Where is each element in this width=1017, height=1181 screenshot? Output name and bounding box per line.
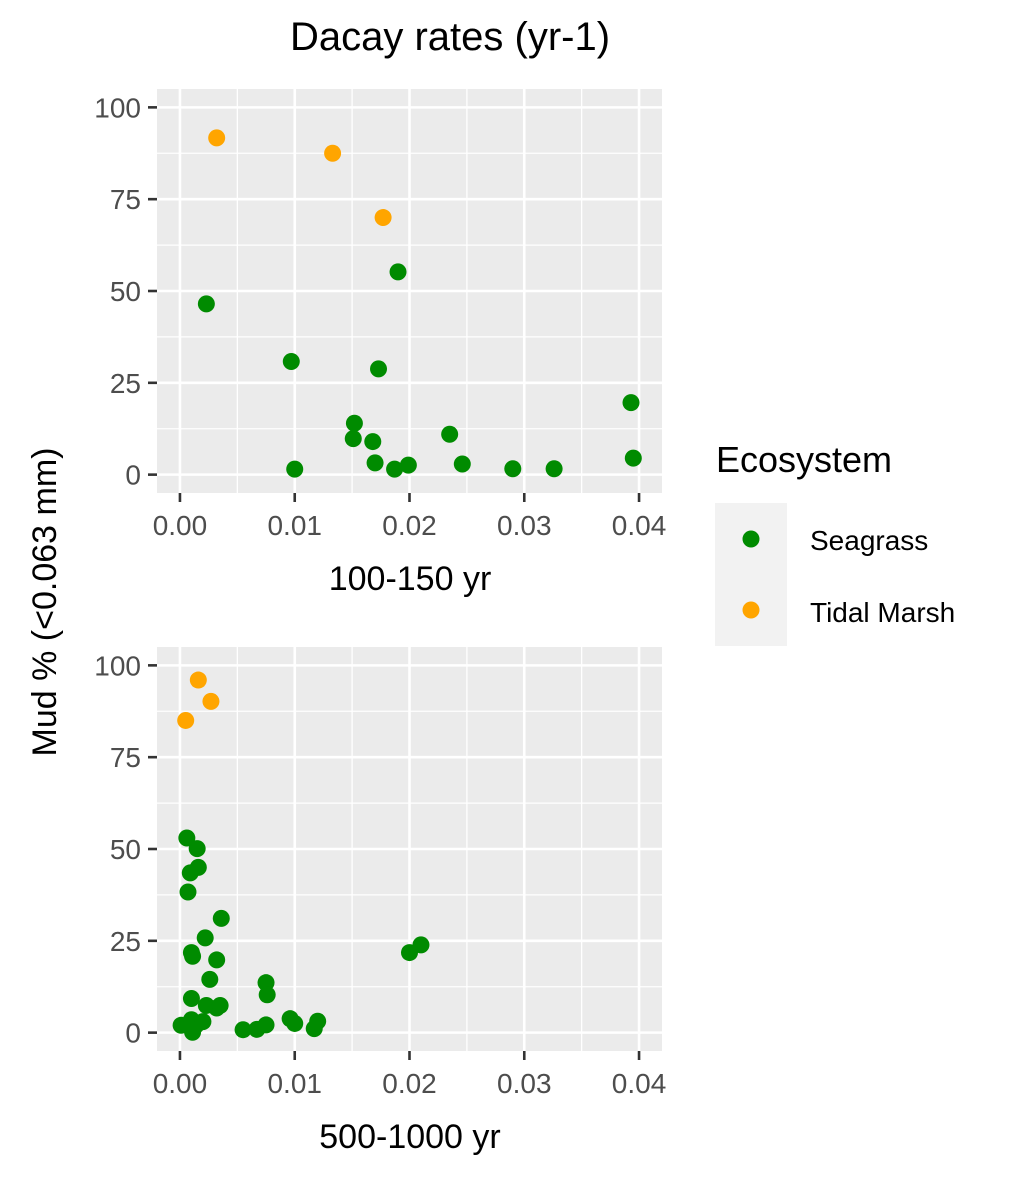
- data-point-seagrass: [366, 454, 384, 472]
- data-point-seagrass: [189, 858, 207, 876]
- x-tick-label: 0.02: [382, 510, 437, 541]
- data-point-seagrass: [370, 360, 388, 378]
- x-tick-label: 0.03: [497, 510, 552, 541]
- y-axis-title: Mud % (<0.063 mm): [26, 448, 64, 757]
- y-tick-label: 25: [110, 926, 141, 957]
- data-point-seagrass: [197, 295, 215, 313]
- data-point-seagrass: [234, 1021, 252, 1039]
- data-point-seagrass: [504, 460, 522, 478]
- panel-100-150-yr: 0.00 0.01 0.02 0.03 0.04 0 25 50 75 100: [94, 89, 666, 541]
- x-tick-label: 0.01: [267, 1068, 322, 1099]
- data-point-seagrass: [309, 1012, 327, 1030]
- data-point-seagrass: [389, 263, 407, 281]
- x-tick-label: 0.04: [612, 510, 667, 541]
- data-point-seagrass: [624, 449, 642, 467]
- data-point-seagrass: [282, 353, 300, 371]
- data-point-tidal-marsh: [202, 692, 220, 710]
- data-point-seagrass: [257, 1016, 275, 1034]
- x-axis-title-panel-1: 100-150 yr: [329, 560, 492, 598]
- y-tick-label: 100: [94, 92, 141, 123]
- y-tick-label: 50: [110, 834, 141, 865]
- data-point-seagrass: [179, 883, 197, 901]
- y-tick-label: 75: [110, 742, 141, 773]
- data-point-seagrass: [286, 1014, 304, 1032]
- data-point-seagrass: [211, 996, 229, 1014]
- x-tick-label: 0.04: [612, 1068, 667, 1099]
- legend-key-tidal-marsh: [742, 601, 760, 619]
- x-tick-label: 0.00: [153, 510, 208, 541]
- data-point-tidal-marsh: [208, 129, 226, 147]
- legend-key-seagrass: [742, 530, 760, 548]
- data-point-seagrass: [212, 909, 230, 927]
- data-point-seagrass: [178, 829, 196, 847]
- data-point-tidal-marsh: [177, 711, 195, 729]
- data-point-seagrass: [184, 947, 202, 965]
- y-tick-label: 0: [125, 460, 141, 491]
- y-tick-label: 50: [110, 276, 141, 307]
- x-tick-label: 0.03: [497, 1068, 552, 1099]
- data-point-seagrass: [208, 951, 226, 969]
- y-tick-label: 100: [94, 650, 141, 681]
- data-point-seagrass: [441, 425, 459, 443]
- panel-500-1000-yr: 0.00 0.01 0.02 0.03 0.04 0 25 50 75 100: [94, 647, 666, 1099]
- y-tick-label: 25: [110, 368, 141, 399]
- data-point-seagrass: [182, 989, 200, 1007]
- data-point-seagrass: [258, 986, 276, 1004]
- data-point-seagrass: [344, 430, 362, 448]
- y-tick-label: 0: [125, 1018, 141, 1049]
- data-point-seagrass: [196, 929, 214, 947]
- chart-title: Dacay rates (yr-1): [290, 15, 610, 59]
- data-point-seagrass: [399, 456, 417, 474]
- data-point-tidal-marsh: [374, 209, 392, 227]
- data-point-seagrass: [622, 394, 640, 412]
- legend-title: Ecosystem: [716, 439, 892, 480]
- data-point-seagrass: [188, 840, 206, 858]
- data-point-seagrass: [545, 460, 563, 478]
- data-point-seagrass: [201, 970, 219, 988]
- legend-label-seagrass: Seagrass: [810, 525, 928, 556]
- data-point-tidal-marsh: [324, 144, 342, 162]
- data-point-seagrass: [364, 433, 382, 451]
- legend-key-background: [715, 503, 787, 646]
- data-point-seagrass: [453, 455, 471, 473]
- y-tick-label: 75: [110, 184, 141, 215]
- data-point-seagrass: [194, 1013, 212, 1031]
- data-point-tidal-marsh: [189, 671, 207, 689]
- x-tick-label: 0.02: [382, 1068, 437, 1099]
- data-point-seagrass: [412, 936, 430, 954]
- x-axis-title-panel-2: 500-1000 yr: [319, 1118, 500, 1156]
- data-point-seagrass: [286, 460, 304, 478]
- data-point-seagrass: [386, 460, 404, 478]
- x-tick-label: 0.00: [153, 1068, 208, 1099]
- x-tick-label: 0.01: [267, 510, 322, 541]
- legend-label-tidal-marsh: Tidal Marsh: [810, 597, 955, 628]
- data-point-seagrass: [345, 414, 363, 432]
- legend: Ecosystem Seagrass Tidal Marsh: [715, 439, 955, 646]
